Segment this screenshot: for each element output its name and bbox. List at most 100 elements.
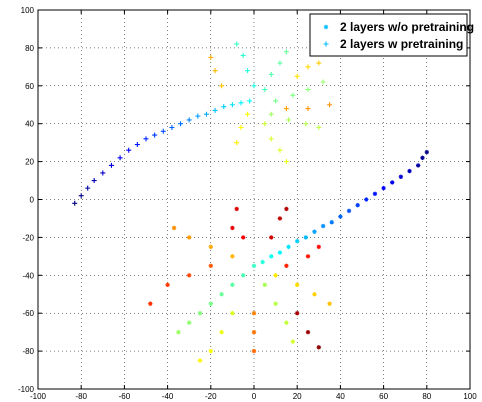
x-tick-label: -20	[205, 392, 217, 401]
data-point	[208, 301, 213, 306]
data-point	[208, 244, 213, 250]
data-point	[195, 113, 201, 119]
x-tick-label: -80	[75, 392, 87, 401]
legend-label: 2 layers w pretraining	[340, 37, 463, 51]
data-point	[152, 132, 158, 138]
data-point	[277, 60, 283, 66]
x-tick-label: 80	[422, 392, 431, 401]
axis-ticks: -100 -80 -60 -40 -20 0 20 40 60 80 100 -100 -80 -60 -4…	[18, 6, 477, 401]
y-tick-label: 80	[25, 44, 34, 53]
data-point	[126, 147, 132, 153]
data-point	[327, 102, 333, 108]
data-point	[197, 358, 203, 363]
data-point	[230, 225, 235, 231]
data-point	[187, 273, 192, 278]
data-point	[316, 345, 321, 350]
legend-box	[309, 13, 468, 57]
data-point	[262, 121, 268, 127]
data-point	[219, 83, 225, 89]
data-point	[277, 216, 283, 221]
data-point	[108, 162, 114, 168]
data-point	[219, 292, 224, 297]
data-point	[312, 292, 317, 297]
data-point	[238, 100, 244, 106]
data-point	[197, 311, 203, 316]
data-point	[221, 104, 227, 110]
y-tick-label: 20	[25, 158, 34, 167]
data-point	[295, 311, 300, 316]
data-point	[327, 301, 332, 306]
data-point	[134, 142, 140, 148]
data-point	[407, 168, 412, 174]
data-point	[230, 282, 235, 287]
data-point	[234, 140, 240, 146]
data-point	[238, 124, 244, 130]
data-point	[284, 206, 289, 212]
y-tick-label: 0	[30, 196, 35, 205]
data-point	[269, 254, 274, 259]
x-tick-label: 100	[463, 392, 477, 401]
data-point	[171, 225, 177, 231]
data-point	[364, 197, 369, 202]
data-point	[295, 238, 300, 244]
legend-label: 2 layers w/o pretraining	[340, 20, 474, 34]
legend: 2 layers w/o pretraining 2 layers w pretr…	[309, 13, 474, 57]
data-point	[320, 223, 326, 229]
legend-marker	[323, 24, 329, 30]
data-point	[312, 229, 317, 234]
data-point	[268, 111, 274, 117]
data-point	[160, 128, 166, 134]
data-point	[283, 159, 289, 165]
y-tick-label: 60	[25, 82, 34, 91]
x-tick-label: 60	[379, 392, 388, 401]
x-tick-label: 40	[336, 392, 345, 401]
y-tick-label: -80	[22, 347, 34, 356]
data-point	[165, 282, 170, 287]
data-point	[212, 68, 218, 74]
data-points	[72, 41, 429, 363]
data-point	[286, 244, 291, 250]
y-tick-label: -40	[22, 271, 34, 280]
data-point	[290, 339, 296, 344]
data-point	[245, 111, 251, 117]
data-point	[241, 235, 246, 240]
data-point	[230, 311, 235, 316]
data-point	[381, 185, 386, 191]
data-point	[316, 244, 321, 250]
data-point	[241, 273, 246, 278]
data-point	[420, 155, 425, 161]
data-point	[284, 263, 289, 269]
data-point	[269, 235, 274, 240]
data-point	[303, 235, 309, 240]
data-point	[262, 282, 267, 287]
data-point	[169, 124, 175, 130]
y-tick-label: 100	[21, 6, 35, 15]
data-point	[295, 282, 300, 287]
data-point	[85, 185, 91, 191]
data-point	[286, 117, 292, 123]
y-tick-label: -20	[22, 233, 34, 242]
legend-marker	[323, 41, 329, 47]
y-tick-label: 40	[25, 120, 34, 129]
data-point	[91, 178, 97, 184]
data-point	[273, 98, 279, 104]
data-point	[229, 102, 235, 108]
data-point	[283, 49, 289, 55]
data-point	[320, 79, 326, 85]
x-tick-label: 20	[293, 392, 302, 401]
x-tick-label: -60	[119, 392, 131, 401]
data-point	[187, 235, 192, 240]
data-point	[219, 329, 224, 335]
data-point	[117, 155, 123, 161]
data-point	[398, 174, 404, 179]
data-point	[251, 348, 257, 354]
data-point	[277, 147, 283, 153]
data-point	[346, 208, 352, 214]
data-point	[305, 329, 311, 335]
data-point	[208, 54, 214, 60]
data-point	[273, 273, 278, 278]
data-point	[390, 180, 395, 185]
data-point	[305, 87, 311, 93]
data-point	[424, 149, 429, 155]
